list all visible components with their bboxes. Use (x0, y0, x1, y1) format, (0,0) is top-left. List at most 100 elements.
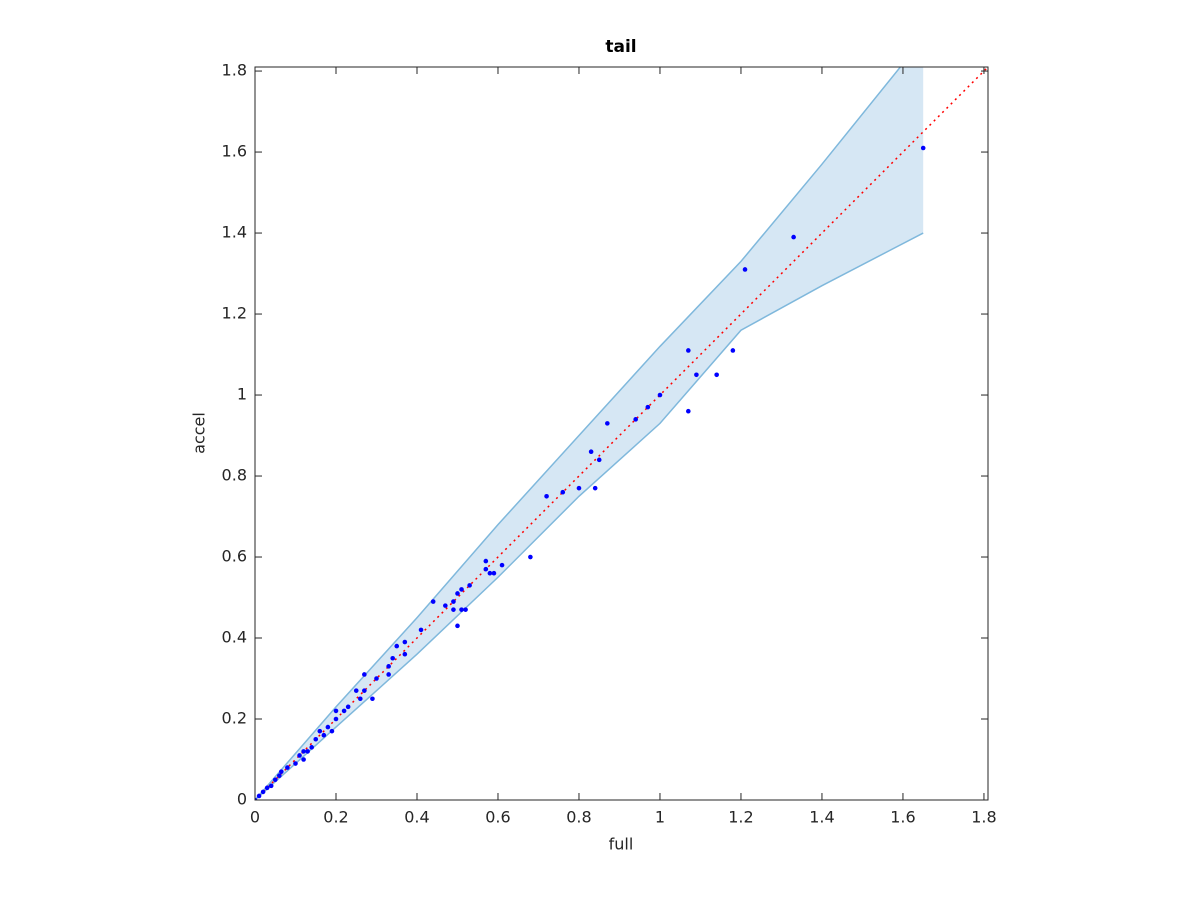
point (451, 607, 456, 612)
x-tick-label: 0 (250, 808, 260, 827)
y-tick-label: 0.2 (222, 709, 247, 728)
point (430, 599, 436, 604)
point (491, 570, 497, 576)
point (268, 783, 274, 789)
y-tick-label: 1.4 (222, 223, 247, 242)
point (402, 639, 408, 645)
point (592, 485, 598, 491)
point (305, 749, 310, 754)
x-tick-label: 0.8 (566, 808, 591, 827)
point (276, 773, 282, 779)
point (467, 583, 472, 588)
point (353, 688, 359, 693)
point (297, 753, 302, 758)
point (345, 704, 351, 710)
point (362, 672, 367, 677)
x-tick-label: 0.6 (485, 808, 510, 827)
point (313, 736, 319, 742)
point (386, 664, 391, 669)
point (645, 404, 651, 410)
point (260, 789, 266, 795)
x-axis-label: full (609, 835, 634, 854)
point (279, 769, 284, 774)
band-lower (255, 232, 924, 800)
y-tick-label: 0 (237, 790, 247, 809)
point (499, 562, 505, 568)
point (293, 761, 298, 766)
point (402, 651, 408, 657)
point (390, 655, 395, 661)
y-tick-label: 0.4 (222, 628, 247, 647)
point (694, 372, 699, 378)
point (633, 417, 638, 422)
x-tick-label: 1.6 (890, 808, 915, 827)
point (576, 485, 582, 491)
y-tick-label: 1.8 (222, 61, 247, 80)
point (714, 372, 719, 378)
point (459, 587, 464, 592)
point (455, 591, 460, 596)
point (920, 145, 926, 151)
point (301, 749, 306, 754)
x-tick-label: 1.2 (728, 808, 753, 827)
point (264, 785, 270, 791)
point (255, 797, 258, 800)
point (317, 728, 323, 734)
point (357, 696, 363, 702)
point (459, 607, 464, 612)
y-axis-label: accel (190, 412, 209, 454)
point (443, 603, 448, 608)
band-fill (255, 67, 924, 800)
y-tick-label: 0.6 (222, 547, 247, 566)
y-tick-label: 1.6 (222, 142, 247, 161)
point (742, 267, 748, 272)
point (329, 728, 335, 734)
point (370, 696, 375, 702)
point (657, 392, 663, 398)
point (528, 554, 533, 560)
point (362, 688, 367, 693)
point (588, 449, 594, 455)
point (686, 408, 691, 414)
point (605, 421, 610, 426)
y-tick-label: 1 (237, 385, 247, 404)
point (341, 708, 347, 714)
point (272, 777, 278, 783)
point (301, 757, 306, 762)
point (455, 623, 460, 629)
point (333, 708, 339, 714)
band-upper (255, 67, 902, 800)
chart-title: tail (605, 37, 636, 57)
axes: 0 0.2 0.4 0.6 0.8 1 1.2 1.4 1.6 1.8 0 0.2 0.4 0.6 0.8 1… (222, 61, 997, 827)
point (309, 745, 314, 750)
point (596, 457, 602, 463)
y-tick-label: 0.8 (222, 466, 247, 485)
point (321, 732, 327, 738)
x-tick-label: 0.2 (323, 808, 348, 827)
y-tick-label: 1.2 (222, 304, 247, 323)
plot-area (255, 67, 988, 800)
point (333, 716, 339, 722)
point (374, 676, 379, 681)
axes-box (254, 66, 989, 801)
point (256, 793, 262, 799)
point (483, 566, 489, 572)
x-tick-label: 1.4 (809, 808, 834, 827)
point (686, 348, 691, 353)
point (560, 489, 566, 495)
point (418, 627, 424, 633)
point (487, 570, 493, 576)
x-tick-label: 0.4 (404, 808, 429, 827)
x-tick-label: 1 (655, 808, 665, 827)
point (386, 672, 391, 677)
point (325, 724, 331, 730)
point (483, 558, 489, 564)
point (463, 607, 468, 612)
point (451, 599, 456, 604)
point (730, 348, 736, 353)
point (791, 234, 796, 240)
x-tick-label: 1.8 (971, 808, 996, 827)
point (544, 493, 549, 499)
point (394, 643, 400, 649)
